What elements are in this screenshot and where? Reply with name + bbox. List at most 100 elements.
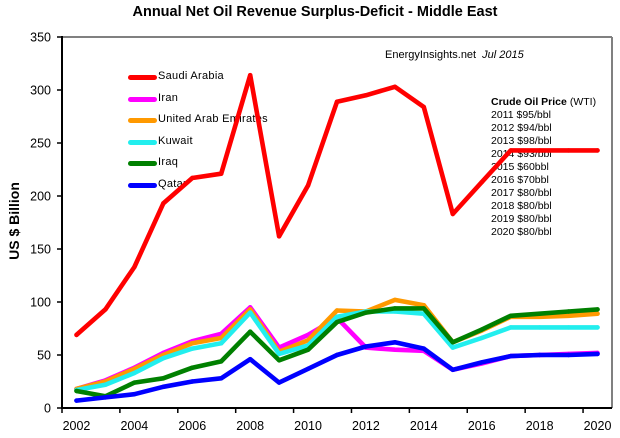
data-point [479,360,484,365]
crude-oil-price-heading-suffix: (WTI) [569,96,597,108]
data-point [219,171,224,176]
data-point [74,386,79,392]
data-point [537,325,542,330]
data-point [334,308,340,313]
source-annotation: EnergyInsights.net Jul 2015 [385,49,524,61]
data-point [103,382,108,387]
data-point [103,379,108,384]
series-qatar [74,339,600,403]
data-point [161,356,166,361]
y-tick-label: 0 [44,402,51,416]
data-point [219,376,224,381]
crude-oil-price-heading: Crude Oil Price (WTI) [491,96,596,109]
data-point [508,314,513,319]
legend-label: Iran [158,91,179,104]
series-line-united-arab-emirates [74,297,600,392]
data-point [248,305,253,310]
data-point [479,335,484,341]
data-point [248,73,253,78]
x-tick-label: 2016 [468,419,496,433]
data-point [537,352,542,358]
data-point [161,350,166,356]
data-point [190,341,195,346]
data-point [508,325,513,330]
data-point [305,366,311,371]
x-tick-label: 2006 [178,419,206,433]
data-point [161,376,166,381]
data-point [276,234,282,239]
data-point [74,386,79,392]
data-point [566,313,571,318]
legend-label: Kuwait [158,134,193,147]
data-point [103,307,108,312]
legend-swatch-iraq [128,161,157,166]
data-point [132,365,137,370]
data-point [392,340,398,345]
y-tick-label: 350 [30,31,51,45]
data-point [334,319,340,325]
data-point [450,211,455,217]
data-point [248,307,253,312]
data-point [392,306,398,311]
data-point [363,345,369,350]
crude-oil-price-row: 2014 $93/bbl [491,148,552,160]
x-tick-label: 2010 [294,419,322,433]
y-tick-label: 200 [30,190,51,204]
data-point [334,352,340,358]
legend-swatch-united-arab-emirates [128,118,157,123]
data-point [248,329,253,334]
data-point [219,331,224,336]
data-point [566,309,571,314]
legend-swatch-qatar [128,182,157,188]
x-axis-ticks: 2002 2004 2006 2008 2010 2012 2014 2016 2018 2020 [61,408,612,433]
data-point [537,352,542,358]
data-point [161,201,166,206]
data-point [479,361,484,366]
x-tick-label: 2012 [352,419,380,433]
data-point [190,379,195,384]
y-axis-title: US $ Billion [6,182,22,260]
series-line-iran [74,304,600,392]
data-point [305,332,311,338]
data-point [421,348,426,353]
data-point [334,314,340,319]
data-point [537,314,542,319]
x-tick-label: 2020 [584,419,612,433]
data-point [595,307,600,312]
data-point [392,84,398,90]
data-point [363,309,369,314]
data-point [305,343,311,348]
y-tick-label: 100 [30,296,51,310]
data-point [74,388,79,394]
legend-swatch-iran [128,96,157,102]
legend-label: Iraq [158,156,179,168]
crude-oil-price-heading-text: Crude Oil Price [491,96,567,108]
x-tick-label: 2002 [63,419,91,433]
data-point [421,306,426,311]
data-point [595,350,600,356]
data-point [276,351,282,357]
data-point [508,353,513,359]
data-point [537,311,542,316]
series-iran [74,304,600,392]
data-point [363,93,369,98]
x-tick-label: 2018 [526,419,554,433]
series-line-iraq [74,306,600,399]
data-point [248,310,253,315]
crude-oil-price-row: 2012 $94/bbl [491,122,552,134]
data-point [508,353,513,359]
data-point [566,351,571,357]
series-united-arab-emirates [74,297,600,392]
data-point [219,341,224,346]
data-point [392,309,398,314]
data-point [595,311,600,316]
data-point [595,351,600,357]
data-point [103,378,108,383]
legend-label: Qatar [158,177,188,190]
data-point [334,315,340,321]
data-point [132,392,137,397]
data-point [392,347,398,352]
data-point [334,99,340,104]
source-date: Jul 2015 [482,49,524,61]
y-tick-label: 300 [30,84,51,98]
